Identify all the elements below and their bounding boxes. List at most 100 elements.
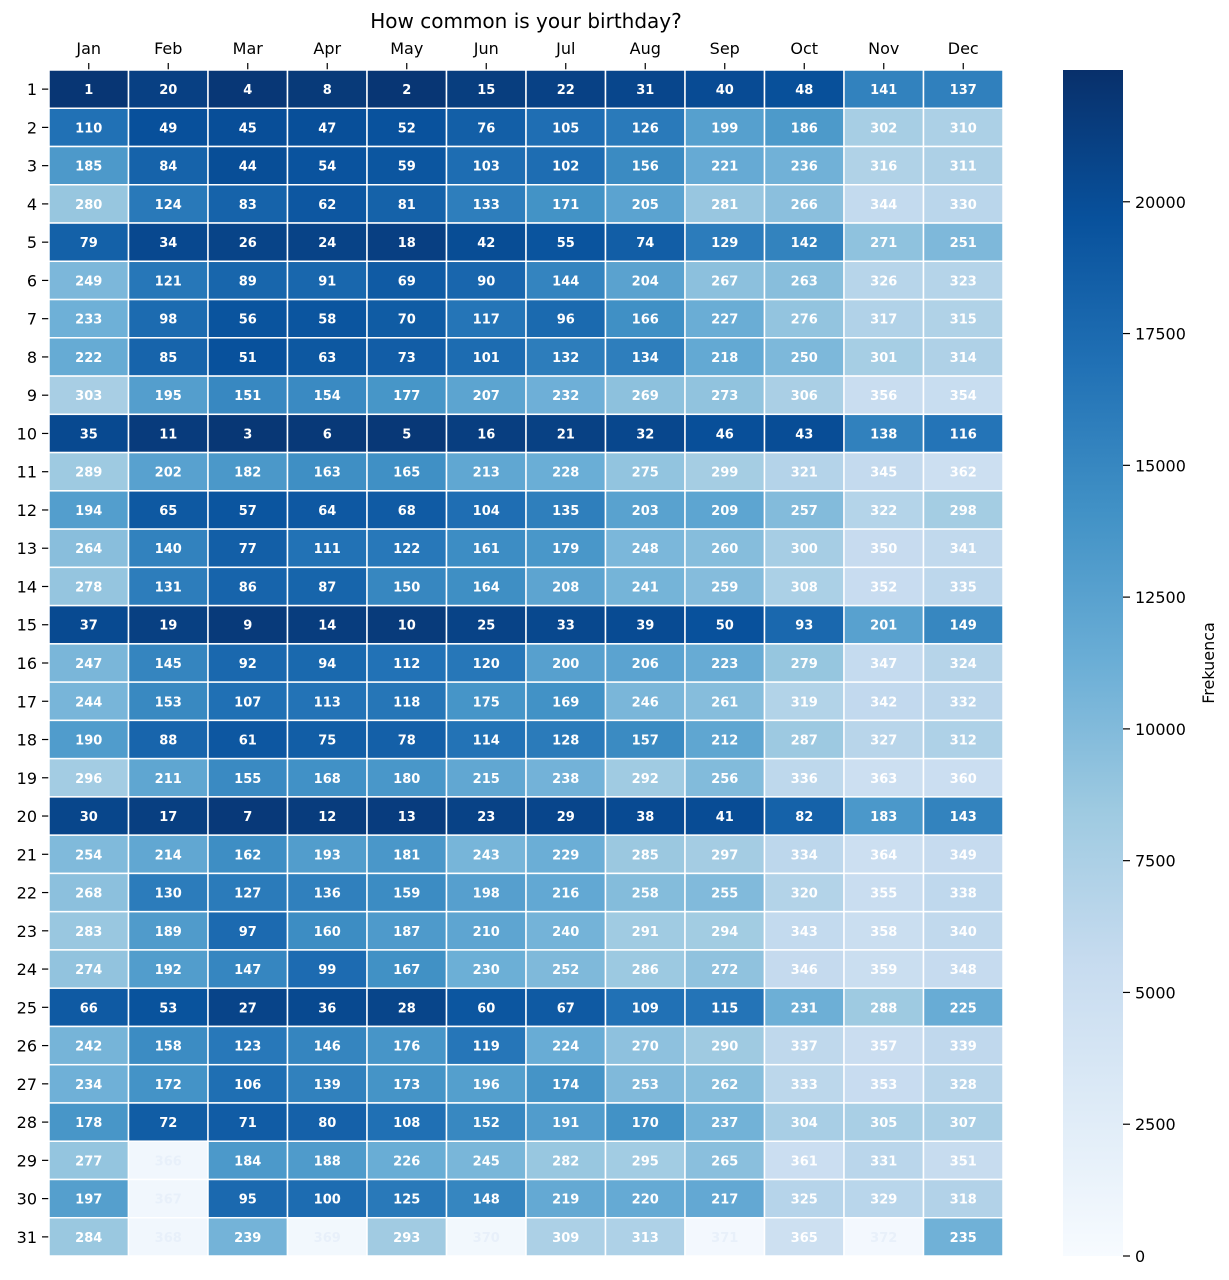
cell-value-label: 153 <box>155 695 182 710</box>
cell-value-label: 271 <box>870 236 897 251</box>
cell-value-label: 364 <box>870 848 897 863</box>
heatmap-cell <box>48 643 130 683</box>
heatmap-cell <box>445 1216 527 1257</box>
y-tick-label: 19 <box>17 769 37 788</box>
cell-value-label: 9 <box>243 619 252 634</box>
heatmap-cell <box>127 681 209 722</box>
cell-value-label: 87 <box>318 580 336 595</box>
cell-value-label: 252 <box>552 963 579 978</box>
y-tick-label: 21 <box>17 845 37 864</box>
heatmap-cell <box>207 184 289 224</box>
cell-value-label: 41 <box>716 810 734 825</box>
y-tick-label: 16 <box>17 654 37 673</box>
x-tick-label: Oct <box>790 39 818 58</box>
heatmap-cell <box>843 987 925 1028</box>
cell-value-label: 244 <box>75 695 102 710</box>
heatmap-cell <box>366 260 448 301</box>
heatmap-cell <box>445 184 527 224</box>
cell-value-label: 328 <box>950 1078 977 1093</box>
heatmap-cell <box>207 604 289 645</box>
heatmap-cell <box>127 337 209 377</box>
cell-value-label: 296 <box>75 772 102 787</box>
cell-value-label: 257 <box>791 504 818 519</box>
y-tick-label: 15 <box>17 616 37 635</box>
cell-value-label: 61 <box>239 734 257 749</box>
cell-value-label: 306 <box>791 389 818 404</box>
heatmap-cell <box>366 107 448 148</box>
cell-value-label: 292 <box>632 772 659 787</box>
cell-value-label: 166 <box>632 313 659 328</box>
heatmap-cell <box>525 949 607 989</box>
cell-value-label: 233 <box>75 313 102 328</box>
cell-value-label: 277 <box>75 1154 102 1169</box>
cell-value-label: 94 <box>318 657 336 672</box>
cell-value-label: 265 <box>711 1154 738 1169</box>
cell-value-label: 83 <box>239 198 257 213</box>
cell-value-label: 60 <box>477 1001 495 1016</box>
heatmap-cell <box>843 490 925 530</box>
cell-value-label: 305 <box>870 1116 897 1131</box>
heatmap-cell <box>207 1063 289 1104</box>
cell-value-label: 123 <box>234 1040 261 1055</box>
cell-value-label: 245 <box>473 1154 500 1169</box>
cell-value-label: 341 <box>950 542 977 557</box>
heatmap-cell <box>684 681 766 722</box>
heatmap-cell <box>763 337 845 377</box>
cell-value-label: 272 <box>711 963 738 978</box>
y-tick-label: 22 <box>17 884 37 903</box>
heatmap-cell <box>445 1178 527 1219</box>
cell-value-label: 189 <box>155 925 182 940</box>
cell-value-label: 335 <box>950 580 977 595</box>
heatmap-cell <box>48 1140 130 1181</box>
cell-value-label: 210 <box>473 925 500 940</box>
cell-value-label: 291 <box>632 925 659 940</box>
heatmap-cell <box>922 910 1004 951</box>
cell-value-label: 24 <box>318 236 336 251</box>
heatmap-cell <box>286 796 368 836</box>
cell-value-label: 372 <box>870 1231 897 1246</box>
heatmap-cell <box>127 222 209 263</box>
heatmap-cell <box>366 375 448 416</box>
heatmap-cell <box>48 681 130 722</box>
cell-value-label: 103 <box>473 160 500 175</box>
cell-value-label: 159 <box>393 887 420 902</box>
heatmap-cell <box>366 451 448 492</box>
colorbar-ticks: 0 2500 5000 7500 10000 12500 15000 17500 20000 <box>1123 193 1186 1266</box>
heatmap-cell <box>604 757 686 798</box>
cell-value-label: 336 <box>791 772 818 787</box>
x-tick-label: Jan <box>75 39 101 58</box>
heatmap-cell <box>207 528 289 569</box>
heatmap-cell <box>604 643 686 683</box>
heatmap-cell <box>127 184 209 224</box>
cell-value-label: 164 <box>473 580 500 595</box>
cell-value-label: 320 <box>791 887 818 902</box>
heatmap-cell <box>684 604 766 645</box>
cell-value-label: 15 <box>477 83 495 98</box>
heatmap-cell <box>684 298 766 339</box>
cell-value-label: 308 <box>791 580 818 595</box>
cell-value-label: 25 <box>477 619 495 634</box>
cell-value-label: 299 <box>711 466 738 481</box>
heatmap-cell <box>286 222 368 263</box>
cell-value-label: 127 <box>234 887 261 902</box>
cell-value-label: 93 <box>795 619 813 634</box>
cell-value-label: 23 <box>477 810 495 825</box>
cell-value-label: 312 <box>950 734 977 749</box>
heatmap-cell <box>922 604 1004 645</box>
cell-value-label: 150 <box>393 580 420 595</box>
cell-value-label: 86 <box>239 580 257 595</box>
cell-value-label: 249 <box>75 274 102 289</box>
cell-value-label: 215 <box>473 772 500 787</box>
cell-value-label: 342 <box>870 695 897 710</box>
cell-value-label: 97 <box>239 925 257 940</box>
x-tick-label: Apr <box>313 39 341 58</box>
heatmap-cell <box>763 298 845 339</box>
heatmap-cell <box>763 1025 845 1066</box>
heatmap-cell <box>684 1025 766 1066</box>
heatmap-cell <box>366 796 448 836</box>
heatmap-cell <box>922 987 1004 1028</box>
heatmap-cell <box>207 719 289 760</box>
heatmap-cell <box>48 490 130 530</box>
cell-value-label: 240 <box>552 925 579 940</box>
heatmap-cell <box>286 1216 368 1257</box>
